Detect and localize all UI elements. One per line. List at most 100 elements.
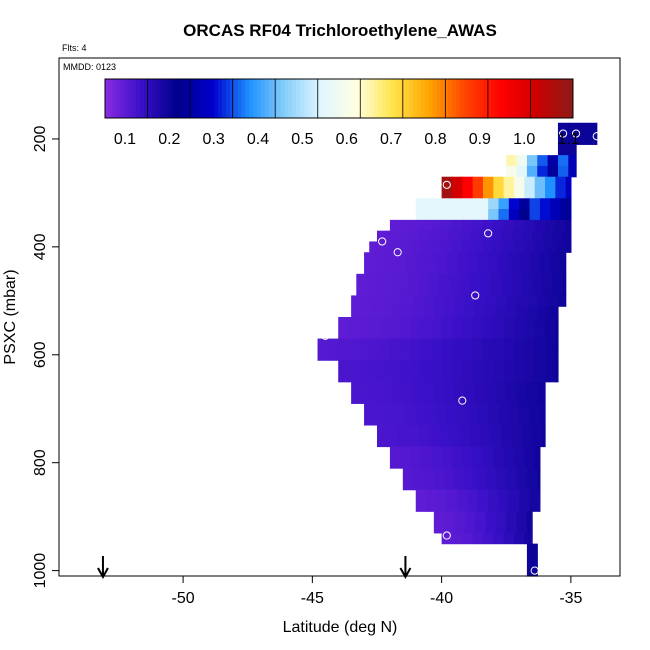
colorbar-segment xyxy=(303,79,309,118)
heatmap-cell xyxy=(480,273,492,286)
heatmap-cell xyxy=(433,392,445,404)
heatmap-cell xyxy=(420,317,432,329)
heatmap-cell xyxy=(376,424,388,437)
heatmap-cell xyxy=(431,360,443,372)
heatmap-cell xyxy=(459,435,471,448)
heatmap-cell xyxy=(423,295,435,307)
heatmap-cell xyxy=(462,176,474,189)
heatmap-cell xyxy=(379,327,391,340)
heatmap-cell xyxy=(503,338,515,350)
heatmap-cell xyxy=(451,317,463,329)
observation-point xyxy=(484,229,493,238)
heatmap-cell xyxy=(501,435,513,448)
heatmap-cell xyxy=(413,306,425,318)
heatmap-cell xyxy=(433,295,445,307)
heatmap-cell xyxy=(514,446,525,458)
heatmap-cell xyxy=(524,457,536,469)
heatmap-cell xyxy=(578,133,590,145)
heatmap-cell xyxy=(490,230,502,243)
heatmap-cell xyxy=(488,252,500,264)
heatmap-cell xyxy=(506,468,518,480)
heatmap-cell xyxy=(493,187,505,199)
heatmap-cell xyxy=(506,165,518,178)
heatmap-cell xyxy=(389,338,401,350)
colorbar-segment xyxy=(354,79,359,118)
heatmap-cell xyxy=(454,306,466,318)
heatmap-cell xyxy=(526,295,538,307)
heatmap-cell xyxy=(413,478,425,491)
colorbar-segment xyxy=(475,79,480,118)
heatmap-cell xyxy=(400,360,412,372)
colorbar-segment xyxy=(362,79,367,118)
heatmap-cell xyxy=(376,435,388,448)
heatmap-cell xyxy=(503,532,515,545)
heatmap-cell xyxy=(477,414,489,426)
heatmap-cell xyxy=(529,252,541,264)
colorbar-segment xyxy=(147,79,153,118)
colorbar-segment xyxy=(120,79,125,118)
heatmap-cell xyxy=(495,392,507,404)
colorbar-segment xyxy=(225,79,231,118)
heatmap-cell xyxy=(433,478,445,491)
heatmap-cell xyxy=(400,241,412,253)
heatmap-cell xyxy=(402,468,414,480)
heatmap-cell xyxy=(379,360,391,372)
colorbar-segment xyxy=(307,79,313,118)
heatmap-cell xyxy=(444,478,456,491)
heatmap-cell xyxy=(364,252,375,264)
heatmap-cell xyxy=(384,252,396,264)
heatmap-cell xyxy=(441,532,453,545)
colorbar-segment xyxy=(502,79,508,118)
heatmap-cell xyxy=(436,263,448,275)
heatmap-cell xyxy=(555,327,559,340)
heatmap-cell xyxy=(482,241,494,253)
heatmap-cell xyxy=(516,295,528,307)
heatmap-cell xyxy=(516,478,528,491)
heatmap-cell xyxy=(420,446,432,458)
heatmap-cell xyxy=(470,435,481,448)
heatmap-cell xyxy=(501,230,513,243)
colorbar-segment xyxy=(483,79,488,118)
heatmap-cell xyxy=(532,284,544,297)
heatmap-cell xyxy=(532,435,544,448)
heatmap-cell xyxy=(472,532,484,545)
heatmap-cell xyxy=(428,435,440,448)
heatmap-cell xyxy=(539,198,551,210)
heatmap-cell xyxy=(555,370,559,383)
heatmap-cell xyxy=(441,317,453,329)
heatmap-cell xyxy=(537,165,549,178)
colorbar-segment xyxy=(105,79,110,118)
heatmap-cell xyxy=(552,230,564,243)
heatmap-cell xyxy=(480,284,492,297)
heatmap-cell xyxy=(436,414,448,426)
heatmap-cell xyxy=(516,155,528,167)
heatmap-cell xyxy=(428,424,440,437)
observation-point xyxy=(471,291,480,300)
colorbar xyxy=(104,78,574,119)
heatmap-cell xyxy=(568,144,577,156)
heatmap-cell xyxy=(400,219,412,232)
heatmap-cell xyxy=(389,349,401,361)
heatmap-cell xyxy=(490,435,502,448)
colorbar-segment xyxy=(569,79,574,118)
colorbar-segment xyxy=(342,79,348,118)
heatmap-cell xyxy=(369,360,381,372)
heatmap-cell xyxy=(436,403,448,415)
heatmap-cell xyxy=(379,370,391,383)
heatmap-cell xyxy=(462,187,474,199)
colorbar-segment xyxy=(417,79,422,118)
heatmap-cell xyxy=(348,349,360,361)
heatmap-cell xyxy=(568,165,577,178)
heatmap-cell xyxy=(376,284,388,297)
colorbar-segment xyxy=(506,79,512,118)
heatmap-cell xyxy=(508,414,520,426)
heatmap-cell xyxy=(557,295,567,307)
heatmap-cell xyxy=(511,230,523,243)
colorbar-segment xyxy=(218,79,223,118)
heatmap-cell xyxy=(462,370,474,383)
heatmap-cell xyxy=(451,241,463,253)
heatmap-cell xyxy=(444,295,456,307)
heatmap-cell xyxy=(503,360,515,372)
heatmap-cell xyxy=(348,370,360,383)
